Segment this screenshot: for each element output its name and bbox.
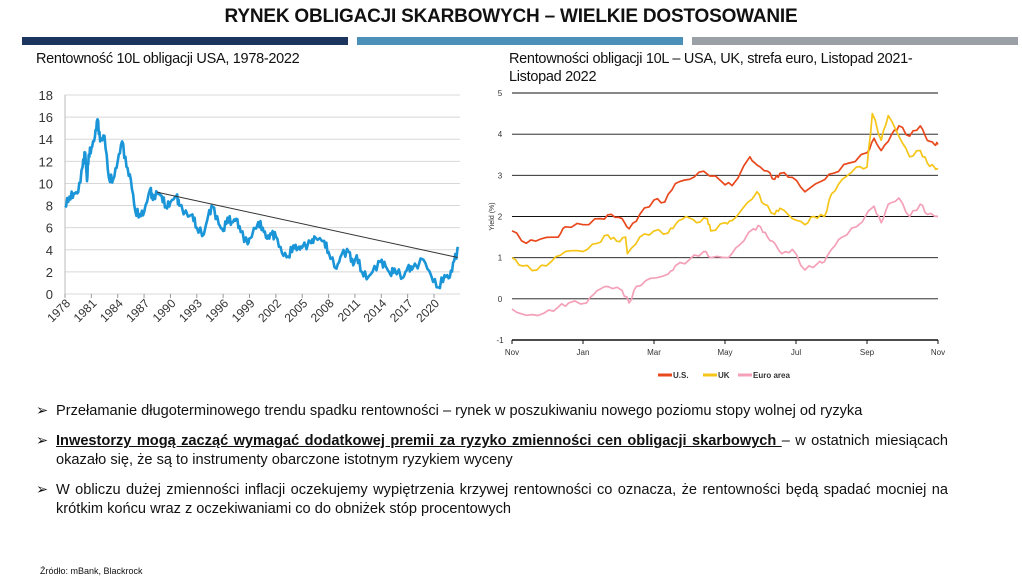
header-bar-navy (22, 37, 348, 45)
arrow-bullet-icon: ➢ (36, 433, 49, 449)
bullet-item: ➢ W obliczu dużej zmienności inflacji ocz… (36, 481, 948, 519)
x-tick-label: 2020 (413, 296, 442, 325)
y-tick-label: 3 (498, 171, 503, 180)
x-tick-label: 1981 (71, 296, 100, 325)
bullet-bold-text: Inwestorzy mogą zacząć wymagać dodatkowe… (56, 433, 782, 449)
bullet-item: ➢ Przełamanie długoterminowego trendu spa… (36, 402, 948, 421)
bullet-item: ➢ Inwestorzy mogą zacząć wymagać dodatkow… (36, 432, 948, 470)
y-tick-label: 10 (39, 176, 53, 191)
y-tick-label: 2 (46, 265, 53, 280)
left-chart-title: Rentowność 10L obligacji USA, 1978-2022 (36, 51, 300, 67)
bullet-text: – w ostatnich miesiącach okazało się, że… (56, 433, 948, 468)
x-tick-label: Jan (577, 348, 590, 357)
x-tick-label: 2014 (361, 296, 390, 325)
x-tick-label: Mar (647, 348, 661, 357)
header-bar-gray (692, 37, 1018, 45)
x-tick-label: 1990 (150, 296, 179, 325)
x-tick-label: 1987 (123, 296, 152, 325)
y-tick-label: 6 (46, 221, 53, 236)
legend-label: Euro area (753, 371, 790, 380)
y-tick-label: 18 (39, 88, 53, 103)
y-tick-label: 4 (498, 130, 503, 139)
y-tick-label: 5 (498, 89, 503, 98)
arrow-bullet-icon: ➢ (36, 403, 49, 419)
x-tick-label: 1984 (97, 296, 126, 325)
series-line-u-s- (511, 125, 939, 245)
right-chart-title: Rentowności obligacji 10L – USA, UK, str… (509, 51, 913, 85)
y-tick-label: 4 (46, 243, 53, 258)
x-tick-label: May (717, 348, 732, 357)
x-tick-label: Nov (931, 348, 945, 357)
y-tick-label: -1 (496, 336, 504, 345)
header-bar-blue (357, 37, 683, 45)
y-tick-label: 8 (46, 199, 53, 214)
x-tick-label: 2017 (387, 296, 416, 325)
legend-label: U.S. (673, 371, 689, 380)
y-tick-label: 2 (498, 213, 503, 222)
x-tick-label: 2008 (308, 296, 337, 325)
x-tick-label: Sep (860, 348, 875, 357)
x-tick-label: 2011 (335, 296, 363, 324)
y-tick-label: 14 (39, 132, 53, 147)
yield-comparison-chart: -1 0 1 2 3 4 5 Nov Jan Mar May Jul Sep Nov Yield (%) U.… (489, 89, 945, 380)
x-tick-label: 1996 (202, 296, 231, 325)
bullet-text: W obliczu dużej zmienności inflacji ocze… (56, 482, 948, 517)
x-tick-label: 1993 (176, 296, 205, 325)
series-line-euro-area (511, 197, 939, 317)
y-tick-label: 1 (498, 254, 503, 263)
series-line-uk (511, 112, 939, 272)
y-tick-label: 16 (39, 110, 53, 125)
x-tick-label: Nov (505, 348, 519, 357)
y-tick-label: 12 (39, 154, 53, 169)
x-tick-label: 1999 (229, 296, 258, 325)
x-tick-label: 2005 (282, 296, 311, 325)
bullet-text: Przełamanie długoterminowego trendu spad… (56, 403, 863, 419)
x-tick-label: 2002 (255, 296, 284, 325)
y-tick-label: 0 (46, 287, 53, 302)
slide-title: RYNEK OBLIGACJI SKARBOWYCH – WIELKIE DOS… (224, 6, 798, 27)
x-tick-label: Jul (791, 348, 801, 357)
y-axis-label: Yield (%) (489, 202, 496, 230)
bullet-list: ➢ Przełamanie długoterminowego trendu spa… (36, 402, 948, 530)
y-tick-label: 0 (498, 295, 503, 304)
arrow-bullet-icon: ➢ (36, 482, 49, 498)
legend-label: UK (718, 371, 730, 380)
trend-line (157, 191, 458, 259)
series-line-us-10y (64, 118, 460, 290)
source-note: Źródło: mBank, Blackrock (40, 566, 143, 576)
us-yield-history-chart: 0246810121416181978198119841987199019931… (39, 88, 460, 325)
